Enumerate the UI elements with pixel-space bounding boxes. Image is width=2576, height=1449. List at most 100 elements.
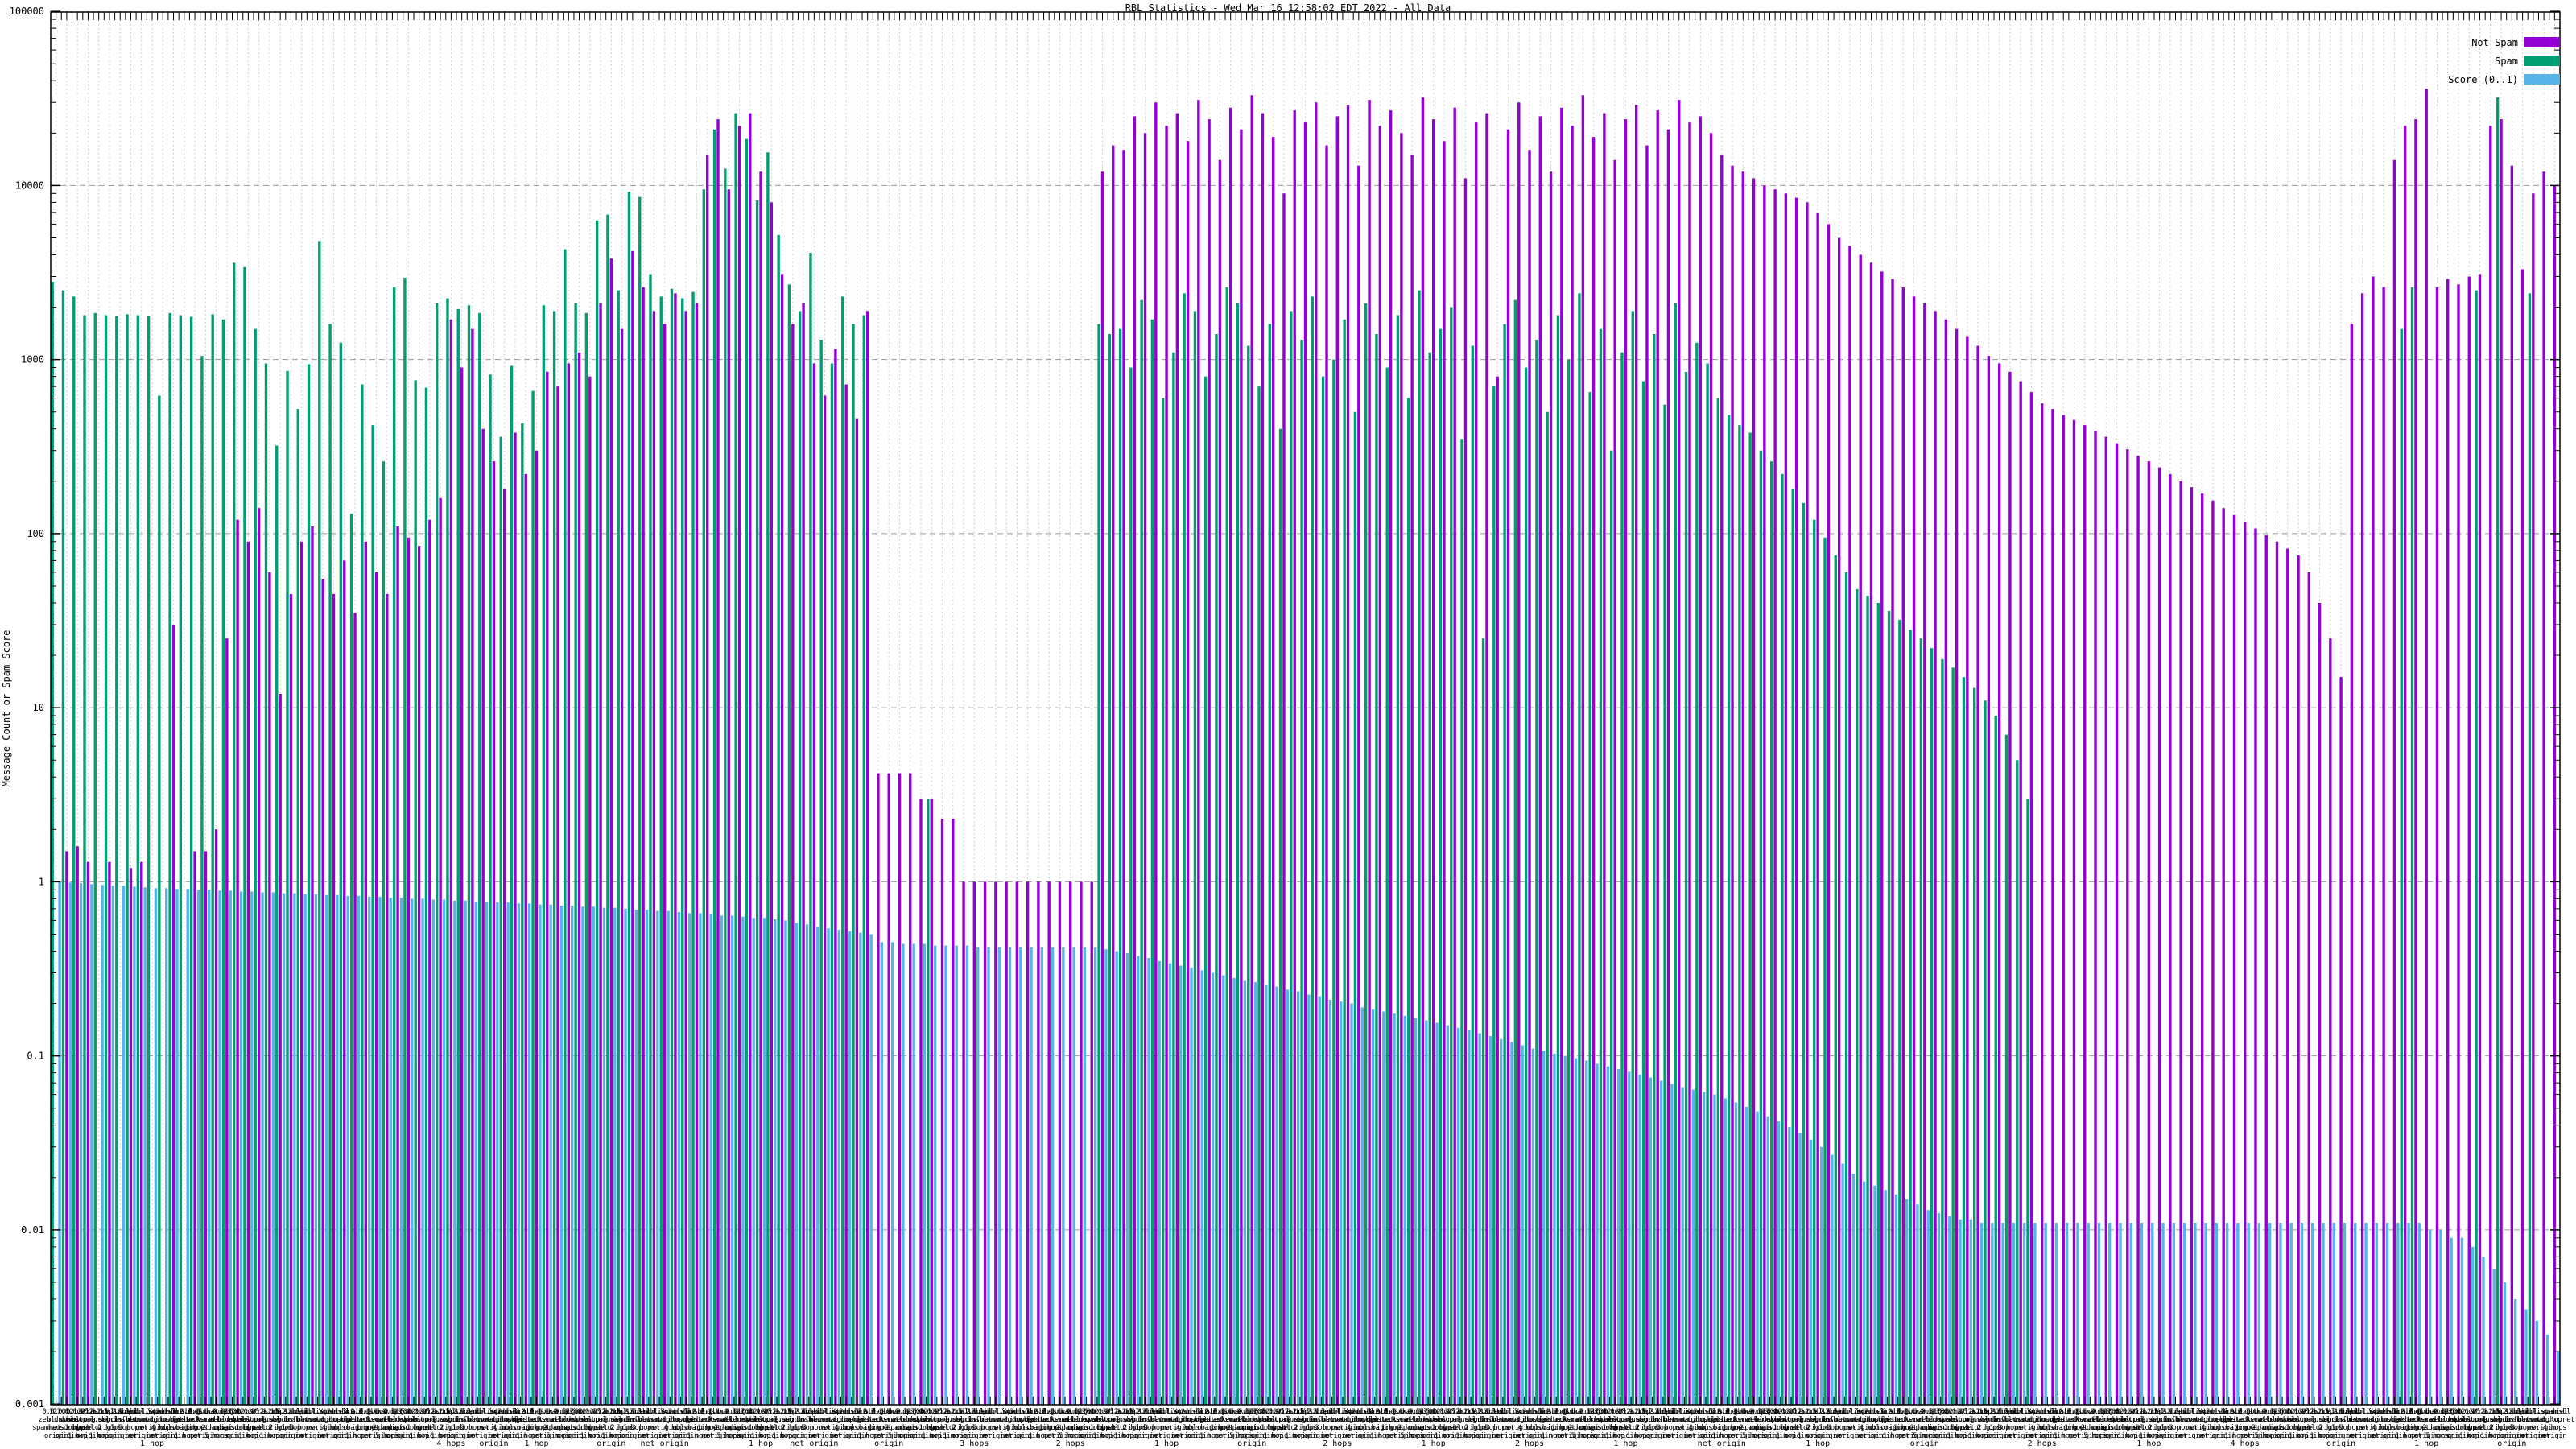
- x-category-label: net: [488, 1432, 500, 1440]
- x-category-label: net origin: [1104, 1424, 1143, 1432]
- x-category-label: dnsblist: [2379, 1416, 2410, 1424]
- x-category-label: origin: [621, 1432, 645, 1440]
- x-category-label: dnsbl.net: [796, 1416, 832, 1424]
- x-category-label: origin: [1752, 1432, 1777, 1440]
- x-category-label: dnsbl.org: [2281, 1416, 2316, 1424]
- x-category-label: net: [1833, 1432, 1845, 1440]
- x-category-label: manitu.net: [997, 1416, 1037, 1424]
- x-category-label: score.sender: [1955, 1416, 2003, 1424]
- axes-and-ticks: 100000 10000 1000 100 10 1 0.1 0.01 0.001: [10, 6, 2561, 1410]
- x-category-label: sorbs.net: [444, 1416, 480, 1424]
- x-category-label: dnsbl.info: [1286, 1416, 1325, 1424]
- x-category-label: 2 hops: [1464, 1424, 1488, 1432]
- x-category-label: 2 hops: [1294, 1424, 1318, 1432]
- x-category-label: dnsbl.net: [2334, 1416, 2369, 1424]
- x-category-label: manitu.net: [143, 1416, 183, 1424]
- x-category-label: origin: [268, 1432, 292, 1440]
- x-category-label: net: [360, 1432, 372, 1440]
- x-category-label: V.12.2.2.list: [2497, 1408, 2549, 1416]
- x-category-label: 4 hops: [2030, 1424, 2054, 1432]
- x-category-label: score.sender: [75, 1416, 123, 1424]
- x-category-label: manitu.net: [2193, 1416, 2232, 1424]
- x-category-label: dul.dnsbl: [444, 1408, 480, 1416]
- x-category-label: backscatter: [1550, 1416, 1595, 1424]
- x-category-label: net 1 hop: [49, 1424, 85, 1432]
- x-category-label: origin: [2489, 1432, 2513, 1440]
- x-category-label: score.sender: [1442, 1416, 1490, 1424]
- x-category-label: 3 hops: [1998, 1424, 2022, 1432]
- x-category-label: dnsbl-1.uce: [344, 1408, 387, 1416]
- x-category-label: V.12.2.2.list: [1984, 1408, 2036, 1416]
- x-category-label: origin: [834, 1432, 858, 1440]
- x-category-label: V.12.2.2.list: [788, 1408, 840, 1416]
- x-category-label: dnsbl.info: [89, 1416, 129, 1424]
- x-category-label: 1 hop: [89, 1432, 109, 1440]
- legend-item-score: Score (0..1): [2448, 74, 2560, 85]
- x-category-label: bl.spamcop: [1584, 1416, 1624, 1424]
- x-category-label: 127.0.0.2: [220, 1408, 255, 1416]
- x-category-label: sorbs.net: [1810, 1416, 1846, 1424]
- x-category-label: bl.spamcop: [389, 1416, 428, 1424]
- x-category-label: sorbs.net: [572, 1424, 608, 1432]
- x-category-label: net: [2186, 1424, 2198, 1432]
- x-category-label: origin: [994, 1424, 1018, 1432]
- x-category-label: b.barracuda: [237, 1408, 281, 1416]
- x-category-label: 0.3.1.1.0.ips: [1717, 1408, 1769, 1416]
- x-category-label: haus.org: [980, 1416, 1011, 1424]
- x-category-label: dnsbl.info: [2140, 1416, 2179, 1424]
- x-category-label: zen.dnsbl: [893, 1416, 928, 1424]
- x-category-label: net origin: [1616, 1424, 1656, 1432]
- x-category-label: 1 hop: [1477, 1424, 1497, 1432]
- x-category-label: V.2.1.3.2.1.1: [1856, 1408, 1908, 1416]
- y-tick-label: 0.001: [15, 1398, 44, 1410]
- x-category-label: ix.dnsbl: [1856, 1408, 1887, 1416]
- x-category-label: net: [307, 1424, 319, 1432]
- x-category-label: 1 hop: [623, 1424, 643, 1432]
- x-category-label: dnsbl 2: [74, 1424, 102, 1432]
- x-category-label: dnsbl.info: [1115, 1416, 1154, 1424]
- x-category-label: sorbs.net: [1597, 1424, 1633, 1432]
- x-category-label: net origin: [1959, 1424, 1998, 1432]
- x-category-label: 3 hops: [1827, 1424, 1852, 1432]
- x-category-label: 4 hops: [1689, 1424, 1713, 1432]
- x-category-label: origin: [2543, 1432, 2567, 1440]
- x-category-label: 0.0.0.0: [555, 1408, 583, 1416]
- x-category-label: dnsbl.net: [1480, 1416, 1515, 1424]
- x-category-label: V.2.1.3.2.1.1: [2027, 1408, 2079, 1416]
- x-category-label: psbl.surriel: [2008, 1408, 2055, 1416]
- x-category-label: 1 hop: [260, 1432, 280, 1440]
- x-category-label: 0.3.1.1.0.ips: [1546, 1408, 1598, 1416]
- x-category-label: net: [2356, 1424, 2368, 1432]
- x-category-label: 4 hops: [1005, 1424, 1030, 1432]
- x-category-label: 127.0.0.2: [390, 1408, 426, 1416]
- x-category-label: 0.1.13.2.bzen: [1108, 1408, 1160, 1416]
- x-category-label: net 1 hop: [561, 1424, 597, 1432]
- x-category-label: 1 hop: [2064, 1424, 2084, 1432]
- x-category-label: dge.net: [1195, 1416, 1224, 1424]
- x-category-label: hostkarma.jun: [703, 1408, 754, 1416]
- legend-swatch-not-spam: [2524, 37, 2560, 47]
- x-category-label: 0.0.0.0: [384, 1408, 412, 1416]
- x-category-label: 1 hop: [1626, 1432, 1646, 1440]
- x-category-label: 2 hops: [2489, 1424, 2513, 1432]
- x-category-label: 1 hop: [1883, 1432, 1903, 1440]
- x-category-label: dge.net: [2220, 1416, 2248, 1424]
- x-category-label: 1.0.2.3.list: [1420, 1408, 1468, 1416]
- x-category-label: origin: [1294, 1432, 1318, 1440]
- x-category-label: 1 hop: [1306, 1424, 1326, 1432]
- x-category-label: V.2.1.3.2.1.1: [2198, 1408, 2249, 1416]
- x-label-fragment: 1 hop: [2414, 1439, 2438, 1448]
- x-category-label: sorbs.net: [743, 1424, 778, 1432]
- x-category-label: dnsbl-1.uce: [1881, 1408, 1925, 1416]
- x-category-label: com 1 hop: [2355, 1416, 2391, 1424]
- x-category-label: hostkarma.jun: [2240, 1408, 2292, 1416]
- x-category-label: haus.org: [809, 1416, 840, 1424]
- x-category-label: score.sender: [929, 1416, 977, 1424]
- x-label-fragment: origin: [874, 1439, 903, 1448]
- x-category-label: hostkarma.jun: [1216, 1408, 1267, 1416]
- x-category-label: dnsblist: [1353, 1416, 1385, 1424]
- legend: Not Spam Spam Score (0..1): [2448, 37, 2560, 85]
- x-category-label: com 1 hop: [2526, 1416, 2562, 1424]
- x-category-label: 127.0.0.2: [1928, 1408, 1963, 1416]
